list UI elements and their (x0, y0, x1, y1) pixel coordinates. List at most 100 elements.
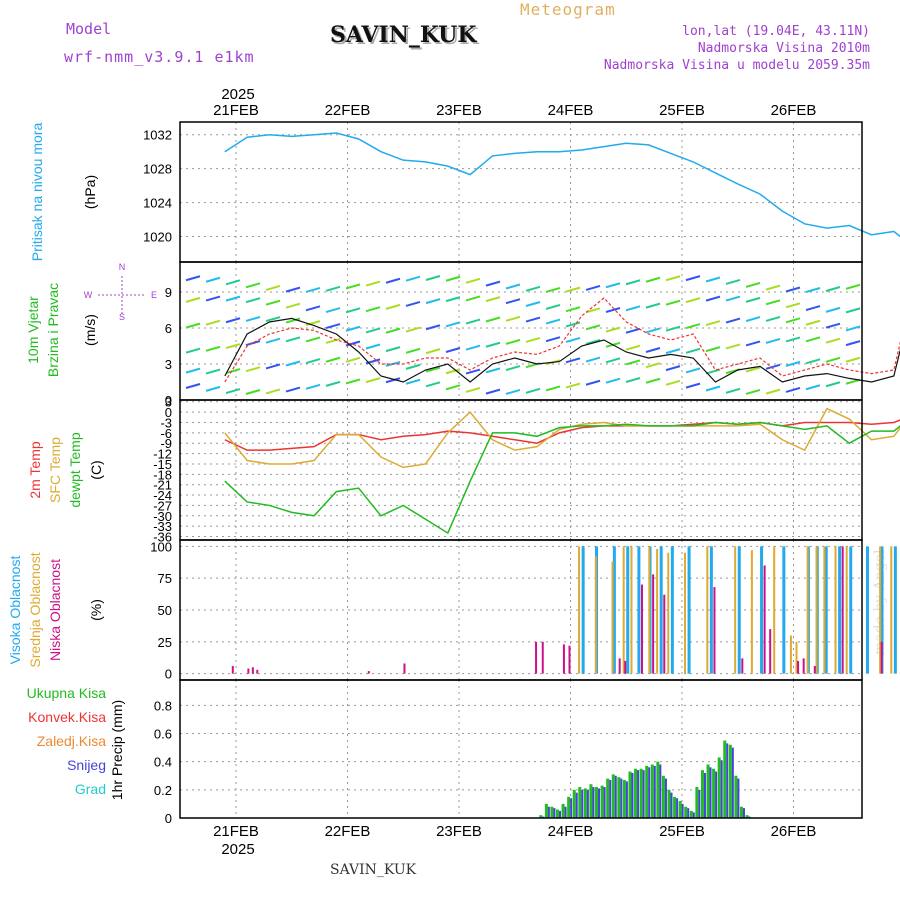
wind-barb (845, 325, 861, 332)
wind-barb (325, 307, 341, 313)
wind-barb (525, 387, 541, 394)
compass-e: E (151, 290, 157, 300)
pressure-tick: 1024 (143, 196, 172, 211)
wind-barb (665, 348, 681, 355)
wind-gust-line (224, 297, 900, 383)
wind-barb (705, 276, 721, 283)
temp-tick: -9 (160, 436, 172, 451)
wind-tick: 6 (165, 321, 172, 336)
temp-tick: 3 (165, 395, 172, 410)
wind-barb (625, 279, 641, 286)
bottom-date-label: 23FEB (436, 823, 482, 840)
precip-snow-bar (547, 806, 550, 818)
wind-barb (805, 305, 821, 311)
wind-barb (505, 298, 521, 305)
wind-barb (365, 280, 381, 287)
top-date-label: 24FEB (548, 102, 594, 119)
temp-tick: -15 (153, 457, 172, 472)
bottom-date-label: 26FEB (771, 823, 817, 840)
wind-tick: 3 (165, 357, 172, 372)
cloud-low-bar (256, 669, 259, 674)
wind-barb (685, 297, 701, 304)
cloud-mid-bar (648, 546, 651, 674)
wind-barb (585, 339, 601, 345)
wind-barb (385, 327, 401, 334)
wind-barb (445, 368, 461, 375)
cloud-low-bar (713, 587, 716, 674)
elevation-label: Nadmorska Visina 2010m (697, 41, 870, 56)
cloud-mid-bar (845, 546, 848, 674)
cloud-high-bar (612, 546, 616, 674)
wind-barb (225, 279, 241, 286)
wind-barb (745, 388, 761, 395)
cloud-high-bar (670, 546, 674, 674)
wind-barb (565, 336, 581, 343)
bottom-date-label: 21FEB (213, 823, 259, 840)
wind-ylabel-2: Brzina i Pravac (45, 283, 61, 377)
precip-snow-bar (631, 772, 634, 818)
wind-barb (565, 306, 581, 313)
wind-barb (405, 275, 421, 282)
wind-barb (665, 299, 681, 306)
wind-barb (685, 347, 701, 354)
wind-barb (845, 378, 861, 385)
temp-tick: -12 (153, 447, 172, 462)
wind-barb (605, 326, 621, 333)
wind-barb (765, 284, 781, 291)
top-date-label: 23FEB (436, 102, 482, 119)
wind-barb (465, 368, 481, 375)
precip-total-bar (611, 774, 615, 818)
wind-barb (285, 386, 301, 393)
precip-total-bar (678, 801, 682, 818)
cloud-mid-bar (594, 556, 597, 674)
precip-snow-bar (559, 810, 562, 818)
wind-barb (345, 340, 361, 347)
wind-barb (625, 377, 641, 383)
wind-barb (525, 316, 541, 323)
precip-total-bar (734, 775, 738, 818)
precip-tick: 0.8 (154, 698, 172, 713)
wind-barb (525, 336, 541, 343)
wind-barb (485, 341, 501, 348)
precip-total-bar (578, 787, 582, 818)
cloud-mid-bar (734, 546, 737, 674)
temp-dew-line (224, 421, 900, 535)
cloud-mid-bar (630, 546, 633, 674)
wind-barb (265, 363, 281, 370)
wind-barb (325, 356, 341, 363)
precip-snow-bar (737, 778, 740, 818)
wind-barb (825, 337, 841, 344)
bottom-date-label: 25FEB (659, 823, 705, 840)
wind-barb (765, 363, 781, 370)
temp-tick: 0 (165, 405, 172, 420)
cloud-low-bar (763, 565, 766, 674)
temp-tick: -30 (153, 509, 172, 524)
wind-barb (545, 286, 561, 293)
wind-barb (565, 286, 581, 293)
wind-barb (525, 285, 541, 292)
cloud-high-bar (865, 546, 869, 674)
precip-total-bar (673, 796, 677, 818)
precip-snow-bar (609, 779, 612, 818)
precip-unit: 1hr Precip (mm) (109, 700, 125, 800)
precip-legend-item: Zaledj.Kisa (37, 733, 106, 749)
wind-barb (825, 322, 841, 329)
cloud-high-bar (659, 546, 663, 674)
wind-barb (445, 296, 461, 303)
wind-barb (685, 323, 701, 330)
precip-snow-bar (709, 767, 712, 818)
wind-barb (245, 315, 261, 322)
wind-barb (425, 298, 441, 305)
precip-snow-bar (681, 803, 684, 818)
cloud-mid-bar (879, 546, 882, 674)
precip-total-bar (628, 771, 632, 818)
wind-barb (565, 321, 581, 328)
wind-barb (625, 359, 641, 366)
wind-barb (625, 305, 641, 312)
precip-total-bar (567, 796, 571, 818)
wind-barb (245, 282, 261, 289)
wind-barb (685, 367, 701, 374)
cloud-low-bar (769, 629, 772, 674)
cloud-low-bar (813, 666, 816, 674)
wind-barb (725, 317, 741, 324)
